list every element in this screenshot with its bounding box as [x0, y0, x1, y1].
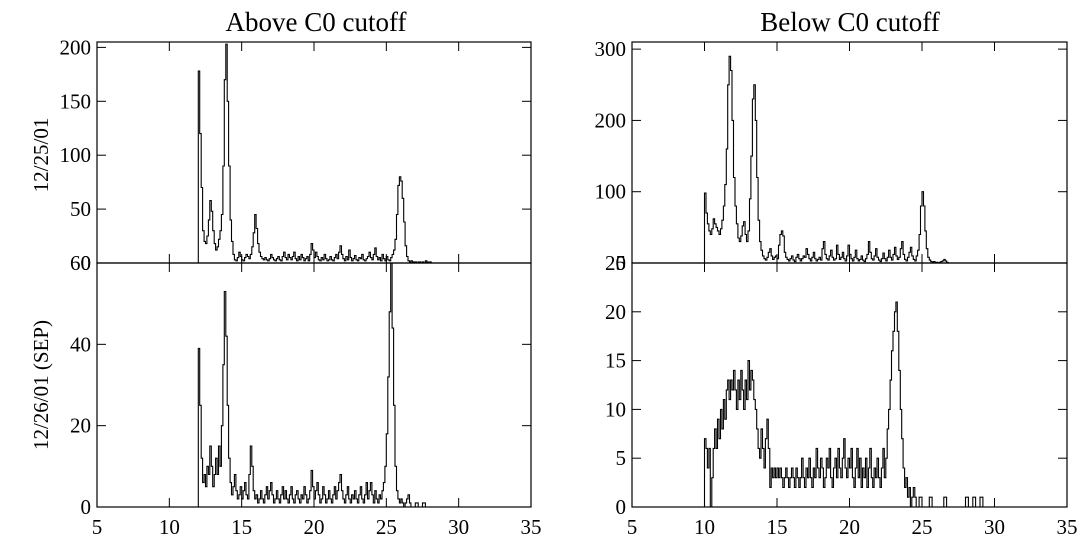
- y-tick-label: 20: [70, 414, 91, 438]
- x-tick-label: 25: [912, 515, 933, 539]
- x-tick-label: 10: [694, 515, 715, 539]
- histogram-series: [197, 262, 518, 508]
- y-tick-label: 5: [616, 446, 627, 470]
- x-tick-label: 5: [627, 515, 638, 539]
- panel-frame: [96, 262, 532, 508]
- column-title-left: Above C0 cutoff: [226, 7, 407, 37]
- x-tick-label: 25: [376, 515, 397, 539]
- y-tick-label: 0: [81, 495, 92, 519]
- y-tick-label: 15: [605, 349, 626, 373]
- panel-top-right: 0 100 200 300: [595, 37, 1068, 275]
- panel-frame: [631, 41, 1068, 264]
- y-tick-label: 10: [605, 397, 626, 421]
- y-tick-label: 100: [595, 180, 627, 204]
- y-tick-label: 0: [616, 495, 627, 519]
- x-tick-label: 10: [159, 515, 180, 539]
- x-tick-label: 35: [1057, 515, 1078, 539]
- x-tick-label: 30: [448, 515, 469, 539]
- y-tick-label: 0: [81, 251, 92, 275]
- x-tick-label: 35: [521, 515, 542, 539]
- x-tick-label: 15: [767, 515, 788, 539]
- x-tick-label: 5: [92, 515, 103, 539]
- x-tick-label: 30: [984, 515, 1005, 539]
- y-tick-label: 0: [616, 251, 627, 275]
- y-tick-label: 150: [60, 89, 92, 113]
- histogram-series: [197, 43, 446, 264]
- y-tick-label: 200: [60, 35, 92, 59]
- panel-top-left: 0 50 100 150 200: [60, 35, 532, 275]
- y-tick-label: 50: [70, 197, 91, 221]
- y-tick-label: 300: [595, 37, 627, 61]
- column-title-right: Below C0 cutoff: [760, 7, 939, 37]
- y-tick-label: 20: [605, 300, 626, 324]
- y-tick-label: 25: [605, 251, 626, 275]
- x-tick-label: 20: [304, 515, 325, 539]
- x-tick-label: 15: [231, 515, 252, 539]
- panel-frame: [96, 41, 532, 264]
- row-label-bottom: 12/26/01 (SEP): [29, 320, 53, 450]
- row-label-top: 12/25/01: [29, 118, 53, 193]
- y-tick-label: 40: [70, 332, 91, 356]
- x-tick-label: 20: [839, 515, 860, 539]
- y-tick-label: 100: [60, 143, 92, 167]
- y-tick-label: 200: [595, 108, 627, 132]
- histogram-series: [703, 55, 953, 264]
- panel-bottom-left: 0 20 40 60 5 10 15 20 25 30 35: [70, 251, 542, 539]
- y-tick-label: 60: [70, 251, 91, 275]
- histogram-series: [703, 301, 985, 508]
- panel-frame: [631, 262, 1068, 508]
